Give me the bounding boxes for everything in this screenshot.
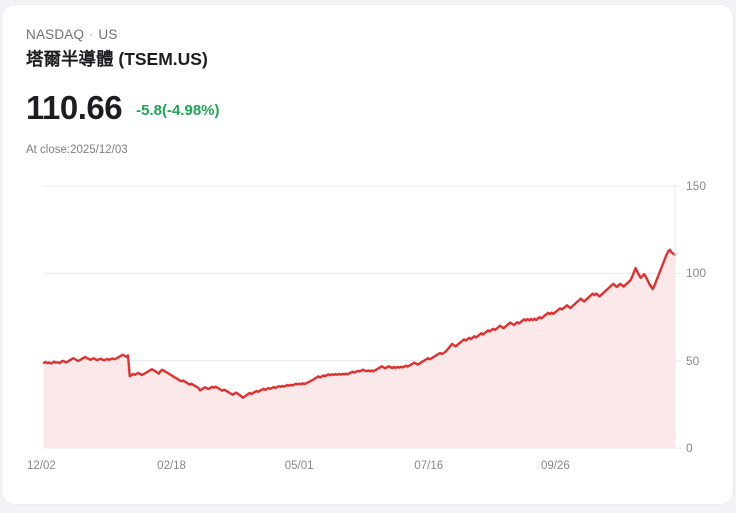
price-chart[interactable]: 0 50 100 150 12/02 02/18 05/01 07/16 09/26 xyxy=(2,167,734,487)
price-change: -5.8(-4.98%) xyxy=(136,102,220,119)
y-axis-label: 150 xyxy=(686,179,707,193)
x-axis-label: 05/01 xyxy=(284,460,314,472)
y-axis-label: 0 xyxy=(686,441,693,455)
y-axis-label: 50 xyxy=(686,353,700,368)
stock-quote-card: NASDAQ · US 塔爾半導體 (TSEM.US) 110.66 -5.8(-4… xyxy=(1,4,734,505)
price-chart-svg[interactable] xyxy=(2,167,734,467)
region-label: US xyxy=(98,27,118,42)
y-axis-label: 100 xyxy=(686,266,707,281)
exchange-line: NASDAQ · US xyxy=(26,25,666,44)
chart-line xyxy=(42,248,677,399)
at-close-timestamp: At close:2025/12/03 xyxy=(26,144,128,156)
page-title: 塔爾半導體 (TSEM.US) xyxy=(26,49,208,69)
x-axis-label: 09/26 xyxy=(540,460,570,472)
price-row: 110.66 -5.8(-4.98%) xyxy=(26,90,666,126)
chart-area-fill xyxy=(44,249,675,448)
quote-header: NASDAQ · US 塔爾半導體 (TSEM.US) 110.66 -5.8(-4… xyxy=(26,25,666,157)
x-axis-label: 02/18 xyxy=(157,460,186,472)
x-axis-label: 07/16 xyxy=(414,460,444,472)
exchange-name: NASDAQ xyxy=(26,27,85,42)
chart-y-tickmarks xyxy=(675,185,681,449)
separator-dot: · xyxy=(89,27,94,41)
current-price: 110.66 xyxy=(26,89,123,126)
x-axis-label: 12/02 xyxy=(27,460,56,472)
